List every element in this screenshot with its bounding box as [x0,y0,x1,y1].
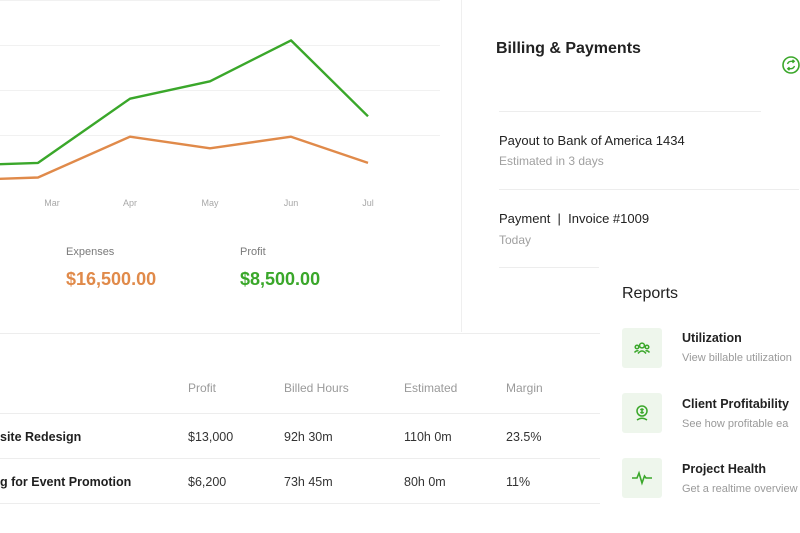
table-divider [0,503,600,504]
panel-divider [461,0,462,332]
billing-divider [499,189,799,190]
series-line-expenses [0,135,369,181]
report-desc: Get a realtime overview [682,483,798,495]
column-header-profit[interactable]: Profit [188,381,217,395]
billing-divider [499,267,599,268]
line-chart [0,0,440,181]
project-billed-hours: 73h 45m [284,475,333,489]
refresh-icon[interactable] [782,56,800,74]
section-divider [0,333,600,334]
pulse-icon [622,458,662,498]
table-divider [0,458,600,459]
project-margin: 23.5% [506,430,542,444]
report-name: Client Profitability [682,397,789,411]
report-name: Project Health [682,462,767,476]
project-estimated: 110h 0m [404,430,452,444]
project-estimated: 80h 0m [404,475,446,489]
project-margin: 11% [506,475,531,489]
column-header-estimated[interactable]: Estimated [404,381,458,395]
x-tick-label: Mar [44,198,60,208]
billing-item-subtitle: Estimated in 3 days [499,154,604,168]
column-header-billed-hours[interactable]: Billed Hours [284,381,349,395]
money-icon [622,393,662,433]
billing-divider [499,111,761,112]
project-profit: $6,200 [188,475,227,489]
profit-value: $8,500.00 [240,269,321,289]
expenses-value: $16,500.00 [66,269,157,289]
project-name: site Redesign [0,430,82,444]
x-tick-label: Jun [283,198,299,208]
billing-title: Billing & Payments [496,40,641,57]
billing-item-title: Payout to Bank of America 1434 [499,133,685,148]
project-profit: $13,000 [188,430,234,444]
x-tick-label: Apr [122,198,138,208]
table-divider [0,413,600,414]
project-billed-hours: 92h 30m [284,430,333,444]
project-name: g for Event Promotion [0,475,132,489]
billing-item-title: Payment | Invoice #1009 [499,211,650,226]
chart-series [0,39,369,181]
report-desc: See how profitable ea [682,418,789,430]
chart-grid [0,0,440,136]
billing-item-subtitle: Today [499,233,532,247]
reports-title: Reports [622,285,679,302]
profit-label: Profit [240,246,266,258]
expenses-label: Expenses [66,246,115,258]
series-line-profit [0,39,369,166]
x-tick-label: May [201,198,219,208]
team-icon [622,328,662,368]
x-tick-label: Jul [362,198,374,208]
report-desc: View billable utilization [682,352,792,364]
column-header-margin[interactable]: Margin [506,381,543,395]
report-name: Utilization [682,331,742,345]
